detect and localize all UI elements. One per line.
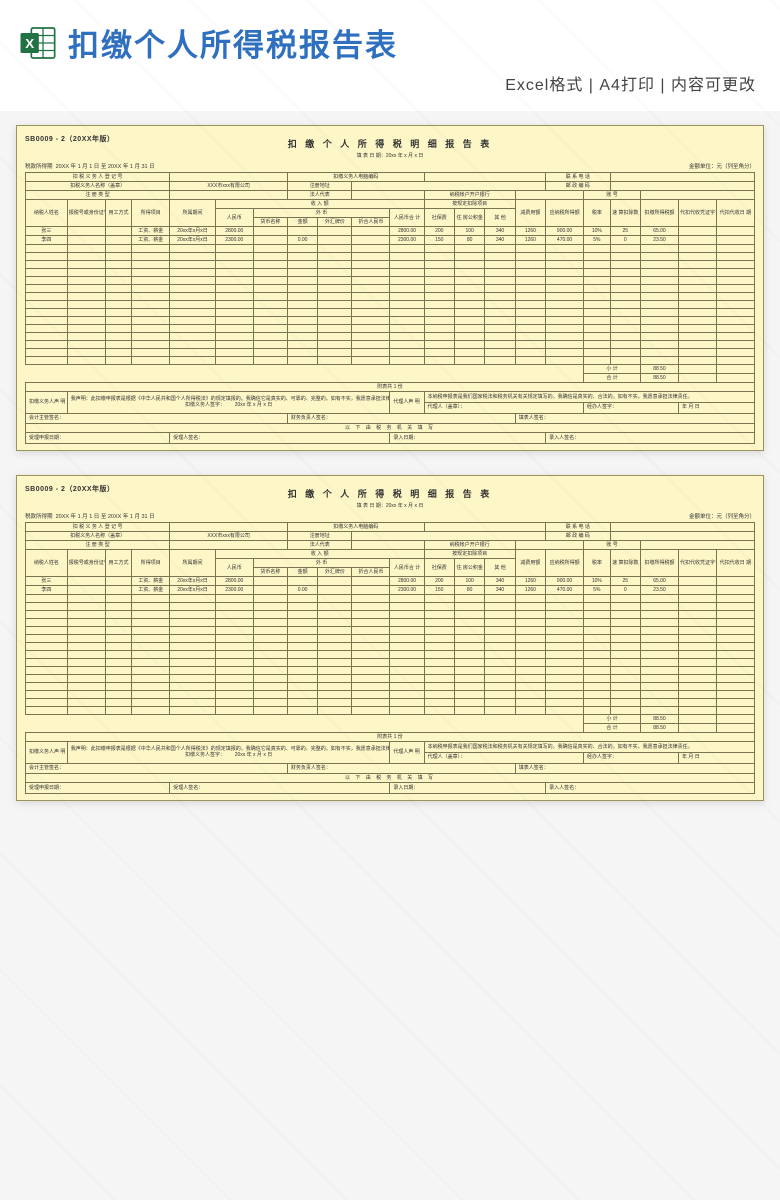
empty-row [26,293,755,301]
tax-authority-row: 受理申报日期： 受理人签名： 录入日期： 录入人签名： [26,433,755,444]
empty-row [26,683,755,691]
form-meta: 税款所得期 20XX 年 1 月 1 日 至 20XX 年 1 月 31 日 金… [25,512,755,520]
form-fill-date: 填 表 日 期：20xx 年 x 月 x 日 [25,502,755,509]
table-row: 李四 工资、薪金20xx年x月x日 2300.000.00 2300.00150… [26,236,755,245]
empty-row [26,603,755,611]
empty-row [26,643,755,651]
empty-row [26,349,755,357]
info-row-1: 扣 税 义 务 人 登 记 号 扣缴义务人电脑编码 联 系 电 话 [26,173,755,182]
total-row: 合 计 88.50 [26,374,755,383]
info-row-1: 扣 税 义 务 人 登 记 号 扣缴义务人电脑编码 联 系 电 话 [26,523,755,532]
empty-row [26,269,755,277]
tax-authority-header: 以 下 由 税 务 机 关 填 写 [26,774,755,783]
subtotal-row: 小 计 88.50 [26,715,755,724]
empty-row [26,261,755,269]
form-title: 扣 缴 个 人 所 得 税 明 细 报 告 表 [25,137,755,150]
table-row: 张三 工资、薪金20xx年x月x日 2800.00 2800.00200 100… [26,227,755,236]
empty-row [26,309,755,317]
empty-row [26,333,755,341]
empty-row [26,325,755,333]
declaration-row: 扣缴义务人声 明 我声明：此扣缴申报表是根据《中华人民共和国个人所得税法》的规定… [26,742,755,753]
svg-text:X: X [25,36,34,51]
page-title: 扣缴个人所得税报告表 [68,20,398,65]
declaration-row: 扣缴义务人声 明 我声明：此扣缴申报表是根据《中华人民共和国个人所得税法》的规定… [26,392,755,403]
empty-row [26,285,755,293]
attachment-row: 附表共 1 份 [26,383,755,392]
total-row: 合 计 88.50 [26,724,755,733]
page-header: X 扣缴个人所得税报告表 [0,0,780,71]
excel-icon: X [18,23,58,63]
empty-row [26,611,755,619]
empty-row [26,675,755,683]
empty-row [26,651,755,659]
empty-row [26,659,755,667]
empty-row [26,595,755,603]
form-table: 扣 税 义 务 人 登 记 号 扣缴义务人电脑编码 联 系 电 话 扣税义务人名… [25,522,755,794]
empty-row [26,691,755,699]
form-table: 扣 税 义 务 人 登 记 号 扣缴义务人电脑编码 联 系 电 话 扣税义务人名… [25,172,755,444]
tax-authority-header: 以 下 由 税 务 机 关 填 写 [26,424,755,433]
empty-row [26,341,755,349]
empty-row [26,317,755,325]
form-fill-date: 填 表 日 期：20xx 年 x 月 x 日 [25,152,755,159]
empty-row [26,277,755,285]
empty-row [26,707,755,715]
signatures-row: 会计主管签名： 财务负责人签名： 填表人签名： [26,413,755,424]
empty-row [26,253,755,261]
empty-row [26,667,755,675]
form-title: 扣 缴 个 人 所 得 税 明 细 报 告 表 [25,487,755,500]
empty-row [26,245,755,253]
empty-row [26,301,755,309]
tax-authority-row: 受理申报日期： 受理人签名： 录入日期： 录入人签名： [26,783,755,794]
empty-row [26,619,755,627]
header-row-1: 纳税人姓名 报税号或身份证号 用工方式 所得项目 所属期间 收 入 额 按规定扣… [26,200,755,209]
info-row-2: 扣税义务人名称（盖章） XXX市xxx有限公司 注册地址 邮 政 编 码 [26,182,755,191]
table-row: 李四 工资、薪金20xx年x月x日 2300.000.00 2300.00150… [26,586,755,595]
subtotal-row: 小 计 88.50 [26,365,755,374]
info-row-3: 注 册 类 型 法人代表 纳税帐户开户银行 账 号 [26,191,755,200]
attachment-row: 附表共 1 份 [26,733,755,742]
empty-row [26,627,755,635]
empty-row [26,699,755,707]
info-row-3: 注 册 类 型 法人代表 纳税帐户开户银行 账 号 [26,541,755,550]
info-row-2: 扣税义务人名称（盖章） XXX市xxx有限公司 注册地址 邮 政 编 码 [26,532,755,541]
signatures-row: 会计主管签名： 财务负责人签名： 填表人签名： [26,763,755,774]
empty-row [26,357,755,365]
table-row: 张三 工资、薪金20xx年x月x日 2800.00 2800.00200 100… [26,577,755,586]
form-meta: 税款所得期 20XX 年 1 月 1 日 至 20XX 年 1 月 31 日 金… [25,162,755,170]
page-subtitle: Excel格式 | A4打印 | 内容可更改 [0,71,780,111]
header-row-1: 纳税人姓名 报税号或身份证号 用工方式 所得项目 所属期间 收 入 额 按规定扣… [26,550,755,559]
tax-form-sheet: SB0009 - 2（20XX年版） 扣 缴 个 人 所 得 税 明 细 报 告… [16,125,764,451]
tax-form-sheet: SB0009 - 2（20XX年版） 扣 缴 个 人 所 得 税 明 细 报 告… [16,475,764,801]
empty-row [26,635,755,643]
